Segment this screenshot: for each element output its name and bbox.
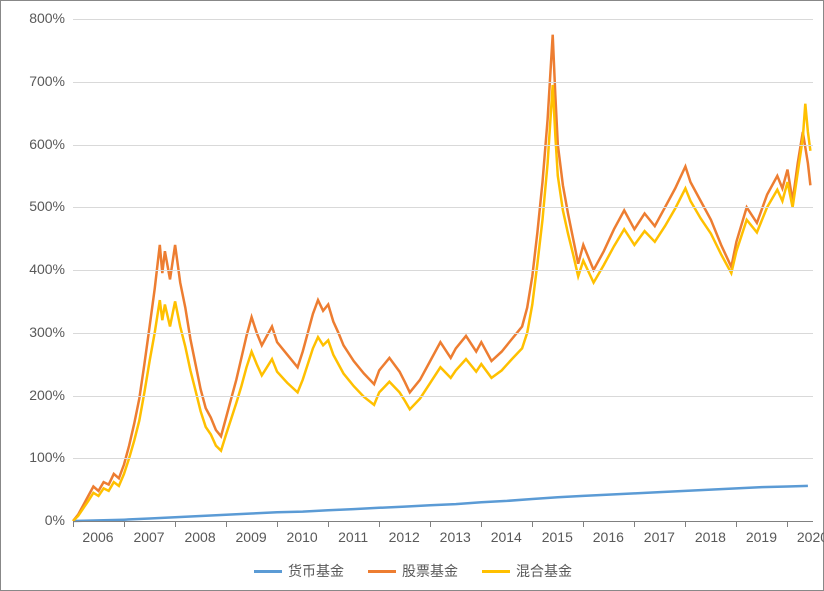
x-tick xyxy=(481,521,482,527)
line-chart: 货币基金 股票基金 混合基金 0% 100% 200% 300% 400% 500% 600% 7… xyxy=(0,0,824,591)
gridline xyxy=(73,145,813,146)
x-tick xyxy=(277,521,278,527)
legend-label: 货币基金 xyxy=(288,561,344,581)
legend-item: 混合基金 xyxy=(482,561,572,581)
x-axis-label: 2017 xyxy=(634,529,684,545)
x-axis-label: 2014 xyxy=(481,529,531,545)
y-axis-label: 500% xyxy=(1,198,65,214)
legend-label: 股票基金 xyxy=(402,561,458,581)
series-货币基金 xyxy=(73,486,808,521)
x-axis-label: 2018 xyxy=(685,529,735,545)
gridline xyxy=(73,270,813,271)
x-axis-label: 2007 xyxy=(124,529,174,545)
x-axis-label: 2016 xyxy=(583,529,633,545)
x-axis-label: 2011 xyxy=(328,529,378,545)
x-tick xyxy=(685,521,686,527)
y-axis-label: 0% xyxy=(1,512,65,528)
x-tick xyxy=(175,521,176,527)
x-tick xyxy=(787,521,788,527)
legend-label: 混合基金 xyxy=(516,561,572,581)
x-tick xyxy=(583,521,584,527)
x-tick xyxy=(430,521,431,527)
x-axis-label: 2008 xyxy=(175,529,225,545)
x-tick xyxy=(379,521,380,527)
legend-swatch xyxy=(254,570,282,573)
x-axis-label: 2012 xyxy=(379,529,429,545)
y-axis-label: 700% xyxy=(1,73,65,89)
y-axis-label: 300% xyxy=(1,324,65,340)
legend-item: 股票基金 xyxy=(368,561,458,581)
x-axis-label: 2006 xyxy=(73,529,123,545)
legend-swatch xyxy=(368,570,396,573)
x-axis xyxy=(73,521,813,522)
x-axis-label: 2019 xyxy=(736,529,786,545)
y-axis-label: 800% xyxy=(1,10,65,26)
y-axis-label: 400% xyxy=(1,261,65,277)
legend-swatch xyxy=(482,570,510,573)
x-axis-label: 2013 xyxy=(430,529,480,545)
gridline xyxy=(73,333,813,334)
x-tick xyxy=(124,521,125,527)
x-tick xyxy=(532,521,533,527)
x-axis-label: 2009 xyxy=(226,529,276,545)
legend: 货币基金 股票基金 混合基金 xyxy=(1,561,824,581)
gridline xyxy=(73,82,813,83)
x-axis-label: 2020 xyxy=(787,529,824,545)
x-axis-label: 2015 xyxy=(532,529,582,545)
gridline xyxy=(73,19,813,20)
x-tick xyxy=(634,521,635,527)
y-axis-label: 200% xyxy=(1,387,65,403)
gridline xyxy=(73,458,813,459)
x-tick xyxy=(736,521,737,527)
x-tick xyxy=(226,521,227,527)
legend-item: 货币基金 xyxy=(254,561,344,581)
y-axis-label: 100% xyxy=(1,449,65,465)
x-tick xyxy=(328,521,329,527)
gridline xyxy=(73,207,813,208)
x-axis-label: 2010 xyxy=(277,529,327,545)
y-axis-label: 600% xyxy=(1,136,65,152)
series-股票基金 xyxy=(73,35,810,521)
gridline xyxy=(73,396,813,397)
x-tick xyxy=(73,521,74,527)
